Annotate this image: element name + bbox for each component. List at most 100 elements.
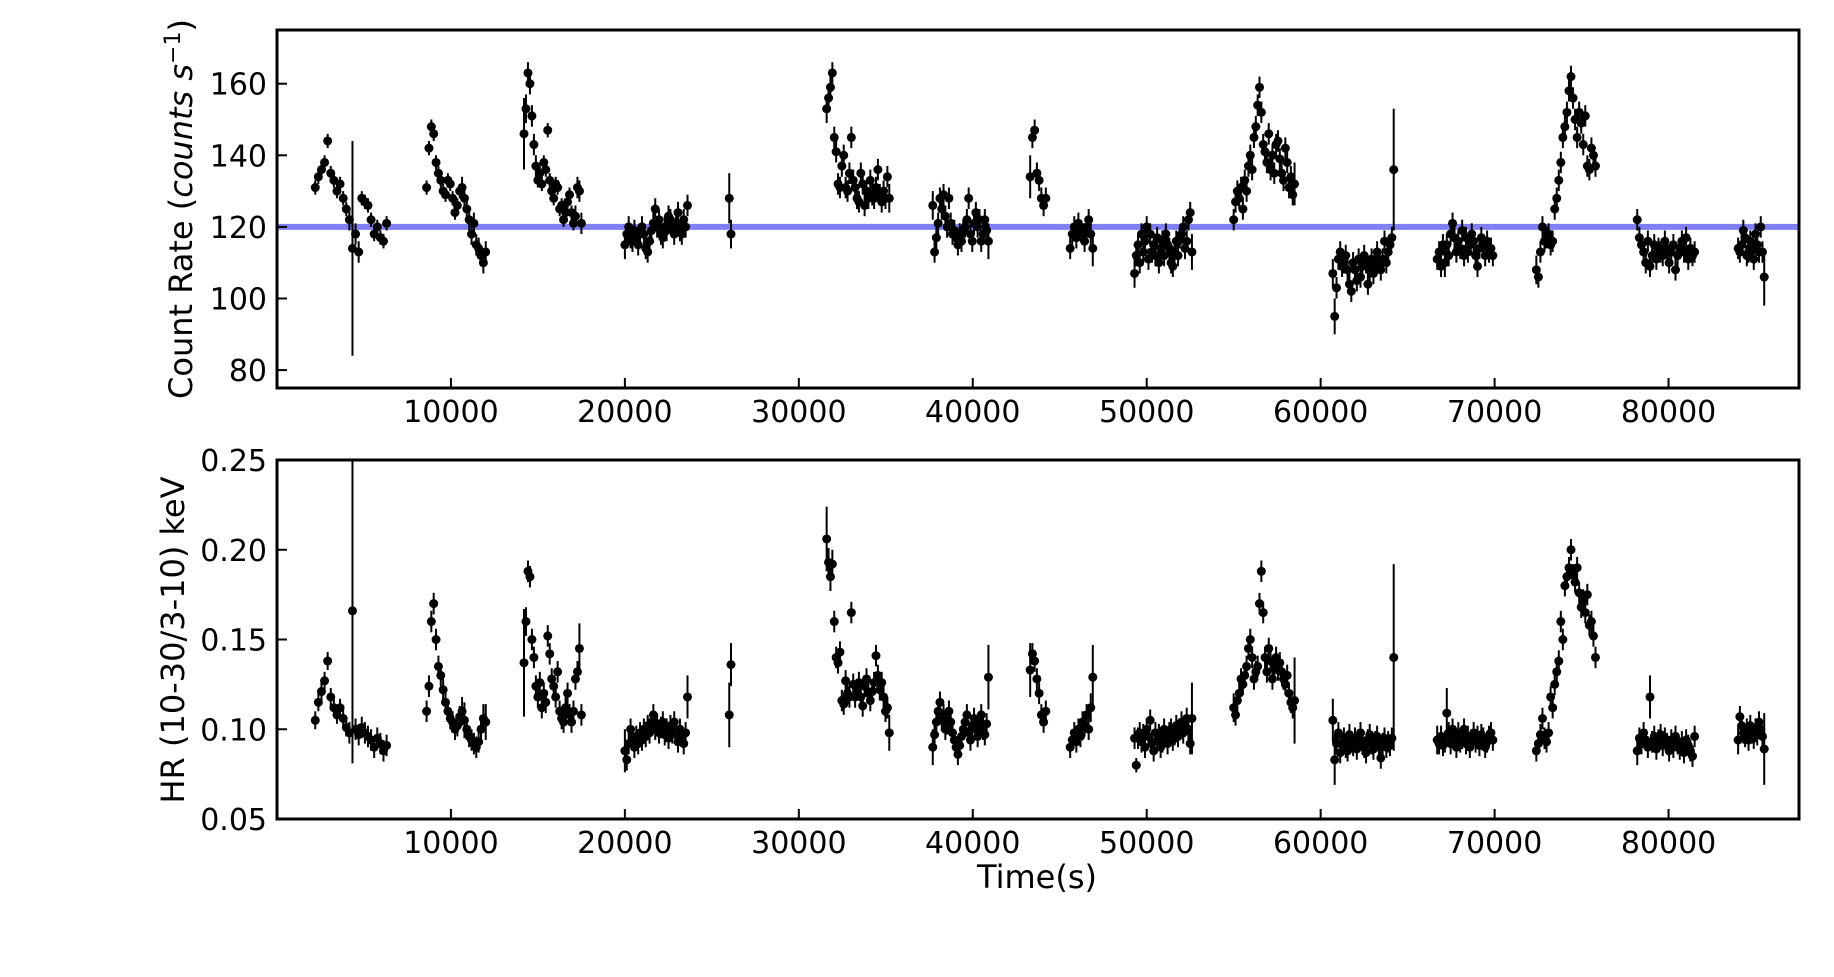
count-rate-data-point <box>645 236 655 246</box>
hardness-ratio-data-point <box>545 649 555 659</box>
hardness-ratio-data-point <box>965 735 975 745</box>
count-rate-data-point <box>933 218 943 228</box>
count-rate-data-point <box>1229 215 1239 225</box>
hardness-ratio-x-tick-label: 70000 <box>1447 826 1542 861</box>
hardness-ratio-data-point <box>1088 672 1098 682</box>
count-rate-y-tick-label: 100 <box>210 283 267 318</box>
hardness-ratio-data-point <box>1459 724 1469 734</box>
hardness-ratio-data-point <box>347 606 357 616</box>
hardness-ratio-data-point <box>1183 724 1193 734</box>
count-rate-data-point <box>310 183 320 193</box>
count-rate-data-point <box>1133 240 1143 250</box>
hardness-ratio-data-point <box>1258 608 1268 618</box>
hardness-ratio-data-point <box>1690 731 1700 741</box>
count-rate-data-point <box>827 68 837 78</box>
hardness-ratio-data-point <box>481 717 491 727</box>
count-rate-data-point <box>354 247 364 257</box>
count-rate-data-point <box>1566 72 1576 82</box>
hardness-ratio-data-point <box>553 667 563 677</box>
count-rate-data-point <box>436 175 446 185</box>
count-rate-data-point <box>825 82 835 92</box>
count-rate-data-point <box>1588 150 1598 160</box>
count-rate-data-point <box>1034 175 1044 185</box>
hardness-ratio-data-point <box>867 687 877 697</box>
count-rate-data-point <box>1161 229 1171 239</box>
hardness-ratio-data-point <box>983 672 993 682</box>
hardness-ratio-y-tick-label: 0.25 <box>200 444 267 479</box>
hardness-ratio-panel: 10000 20000 30000 40000 50000 60000 70000 80000… <box>154 444 1801 896</box>
hardness-ratio-data-point <box>1333 728 1343 738</box>
count-rate-data-point <box>683 200 693 210</box>
hardness-ratio-data-point <box>829 617 839 627</box>
count-rate-data-point <box>1440 258 1450 268</box>
hardness-ratio-data-point <box>835 647 845 657</box>
hardness-ratio-data-point <box>648 710 658 720</box>
count-rate-data-point <box>338 193 348 203</box>
hardness-ratio-data-point <box>626 724 636 734</box>
count-rate-data-point <box>1455 243 1465 253</box>
count-rate-data-point <box>681 222 691 232</box>
hardness-ratio-data-point <box>1267 674 1277 684</box>
count-rate-data-point <box>1389 165 1399 175</box>
hardness-ratio-data-point <box>1264 643 1274 653</box>
hardness-ratio-data-point <box>310 715 320 725</box>
count-rate-data-point <box>1434 247 1444 257</box>
hardness-ratio-data-point <box>561 703 571 713</box>
hardness-ratio-data-point <box>529 652 539 662</box>
hardness-ratio-data-point <box>1082 710 1092 720</box>
count-rate-data-point <box>1537 222 1547 232</box>
hardness-ratio-data-point <box>1757 731 1767 741</box>
count-rate-data-point <box>1140 236 1150 246</box>
hardness-ratio-data-point <box>928 742 938 752</box>
hardness-ratio-data-point <box>882 703 892 713</box>
hardness-ratio-data-point <box>1544 728 1554 738</box>
hardness-ratio-data-point <box>431 635 441 644</box>
count-rate-data-point <box>643 247 653 257</box>
count-rate-data-point <box>1564 86 1574 96</box>
count-rate-data-point <box>469 218 479 228</box>
count-rate-data-point <box>1658 251 1668 261</box>
count-rate-data-points <box>310 62 1769 356</box>
count-rate-data-point <box>553 183 563 193</box>
hardness-ratio-data-point <box>563 688 573 698</box>
count-rate-data-point <box>1469 236 1479 246</box>
count-rate-data-point <box>1751 229 1761 239</box>
count-rate-data-point <box>1363 279 1373 289</box>
hardness-ratio-data-point <box>681 728 691 738</box>
hardness-ratio-x-tick-label: 40000 <box>925 826 1020 861</box>
count-rate-data-point <box>673 208 683 218</box>
count-rate-data-point <box>448 193 458 203</box>
count-rate-data-point <box>639 229 649 239</box>
hardness-ratio-data-point <box>955 740 965 750</box>
count-rate-data-point <box>1142 222 1152 232</box>
hardness-ratio-data-point <box>946 717 956 727</box>
count-rate-data-point <box>1372 247 1382 257</box>
count-rate-data-point <box>1242 186 1252 196</box>
count-rate-data-point <box>1185 208 1195 218</box>
hardness-ratio-data-point <box>1245 635 1255 644</box>
hardness-ratio-data-point <box>839 699 849 709</box>
hardness-ratio-data-point <box>549 681 559 691</box>
count-rate-data-point <box>1168 261 1178 271</box>
count-rate-x-tick-label: 50000 <box>1099 395 1194 430</box>
count-rate-data-point <box>831 147 841 157</box>
hardness-ratio-data-point <box>1030 656 1040 666</box>
hardness-ratio-data-point <box>862 674 872 684</box>
hardness-ratio-data-point <box>683 692 693 702</box>
hardness-ratio-x-ticks: 10000 20000 30000 40000 50000 60000 70000 80000 <box>403 809 1716 861</box>
count-rate-data-point <box>654 215 664 225</box>
count-rate-data-point <box>1041 193 1051 203</box>
count-rate-data-point <box>1328 268 1338 278</box>
hardness-ratio-data-point <box>426 617 436 627</box>
count-rate-data-point <box>1576 118 1586 128</box>
count-rate-data-point <box>871 183 881 193</box>
hardness-ratio-data-point <box>574 643 584 653</box>
count-rate-data-point <box>1578 140 1588 150</box>
count-rate-y-ticks: 80 100 120 140 160 <box>210 68 287 389</box>
hardness-ratio-data-point <box>869 678 879 688</box>
count-rate-data-point <box>937 204 947 214</box>
count-rate-data-point <box>1457 225 1467 235</box>
count-rate-y-axis-label: Count Rate (counts s−1) <box>161 19 201 399</box>
count-rate-data-point <box>967 236 977 246</box>
